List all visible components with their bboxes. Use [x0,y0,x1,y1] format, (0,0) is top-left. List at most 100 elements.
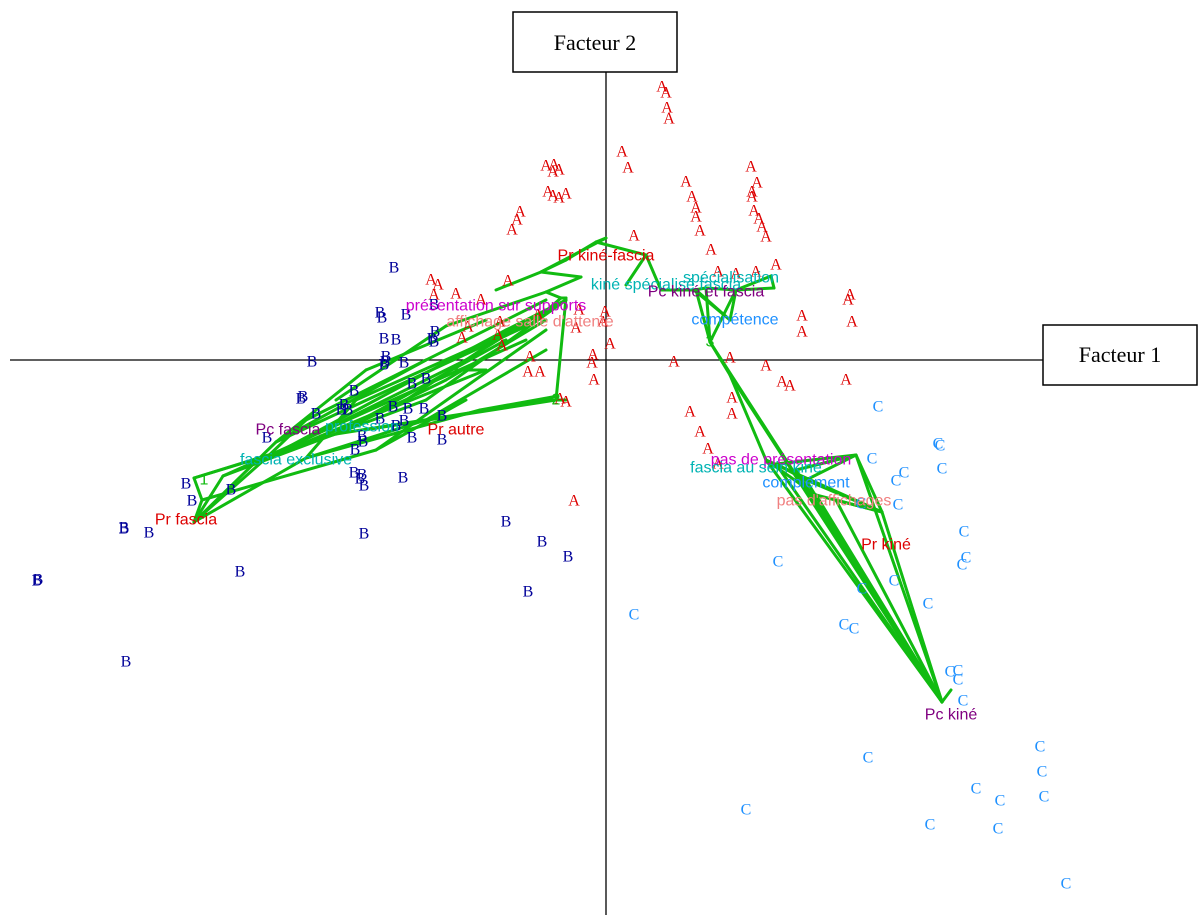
point-b: B [144,525,155,542]
point-a: A [730,266,742,283]
link-segment [539,236,608,274]
point-a: A [599,304,611,321]
point-a: A [524,349,536,366]
link-segment [704,286,738,292]
point-a: A [724,350,736,367]
point-a: A [622,160,634,177]
point-b: B [437,408,448,425]
point-a: A [496,338,508,355]
point-a: A [663,111,675,128]
point-a: A [568,493,580,510]
point-b: B [523,584,534,601]
y-axis-label-box: Facteur 2 [512,11,678,73]
point-b: B [399,413,410,430]
point-b: B [32,573,43,590]
point-a: A [532,307,544,324]
point-a: A [694,424,706,441]
point-a: A [684,404,696,421]
point-b: B [358,434,369,451]
point-c: C [873,399,884,416]
point-a: A [712,264,724,281]
modality-label: profession [325,419,399,436]
point-b: B [119,521,130,538]
point-c: C [953,663,964,680]
link-segment [494,270,543,292]
point-a: A [450,286,462,303]
point-b: B [391,332,402,349]
point-c: C [893,497,904,514]
point-c: C [959,524,970,541]
link-segment [354,322,528,402]
point-b: B [407,376,418,393]
link-segment [624,253,648,287]
point-a: A [506,222,518,239]
point-a: A [844,287,856,304]
point-a: A [428,287,440,304]
point-b: B [350,442,361,459]
point-a: A [750,264,762,281]
point-b: B [296,391,307,408]
point-b: B [357,467,368,484]
point-c: C [953,672,964,689]
point-c: C [856,496,867,513]
point-a: A [690,200,702,217]
point-b: B [375,305,386,322]
point-b: B [388,399,399,416]
point-a: A [560,186,572,203]
link-segment [704,286,712,344]
point-a: A [604,336,616,353]
point-b: B [421,371,432,388]
point-c: C [961,550,972,567]
link-segment [192,476,204,502]
point-b: B [389,260,400,277]
modality-label: pas de présentation [711,452,852,469]
point-a: A [705,242,717,259]
point-b: B [187,493,198,510]
point-a: A [547,188,559,205]
point-b: B [429,297,440,314]
point-c: C [945,664,956,681]
point-a: A [570,320,582,337]
point-c: C [889,573,900,590]
modality-label: fascia exclusive [240,452,352,469]
point-a: A [456,330,468,347]
link-segment [644,253,663,292]
point-b: B [430,324,441,341]
link-segment [834,498,944,704]
point-b: B [235,564,246,581]
modality-label: affichage salle d'attente [446,314,613,331]
point-b: B [501,514,512,531]
link-segment [804,478,884,514]
link-segment [304,408,482,460]
point-c: C [839,617,850,634]
point-a: A [494,314,506,331]
link-segment [262,418,308,462]
x-axis-label-box: Facteur 1 [1042,324,1198,386]
modality-label: Pr kiné-fascia [558,248,655,265]
point-a: A [587,347,599,364]
link-segment [594,240,648,257]
link-segment [192,456,308,524]
point-a: A [726,406,738,423]
point-b: B [429,334,440,351]
point-b: B [357,428,368,445]
link-segment [478,394,560,412]
point-a: A [553,162,565,179]
point-b: B [336,402,347,419]
point-a: A [502,273,514,290]
point-b: B [403,401,414,418]
point-a: A [588,372,600,389]
point-a: A [842,292,854,309]
link-segment [734,286,776,292]
point-a: A [712,456,724,473]
point-a: A [686,189,698,206]
point-a: A [748,203,760,220]
point-a: A [475,292,487,309]
link-segment [880,510,944,704]
point-b: B [33,572,44,589]
modality-label: complément [762,475,850,492]
modality-labels-layer: Pr kiné-fascia kiné spécialisé fasciaspéc… [155,248,977,724]
point-a: A [751,175,763,192]
point-a: A [560,394,572,411]
cluster-id-label: 3 [706,334,715,351]
